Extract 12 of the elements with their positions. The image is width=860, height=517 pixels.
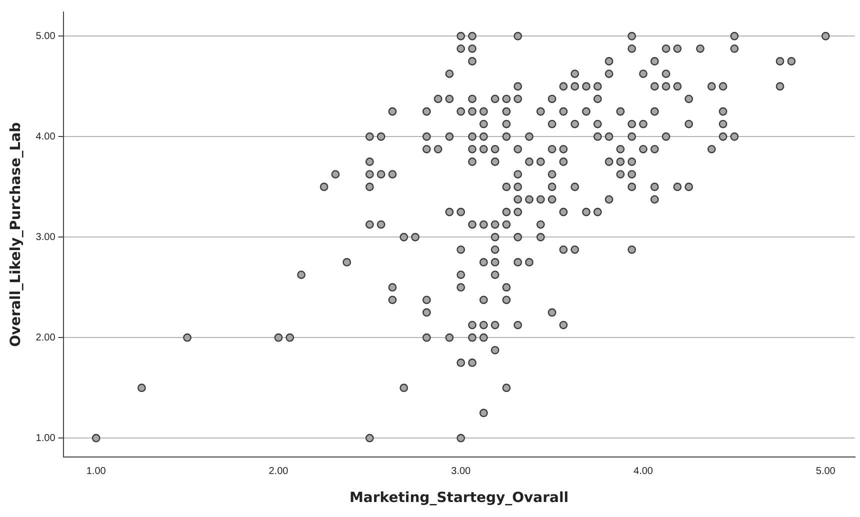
y-axis-title: Overall_Likely_Purchase_Lab xyxy=(8,122,24,347)
y-tick-label: 1.00 xyxy=(36,432,56,444)
x-tick-label: 4.00 xyxy=(634,466,654,477)
y-tick-label: 3.00 xyxy=(36,232,56,243)
y-tick-label: 5.00 xyxy=(36,30,56,42)
x-axis-title: Marketing_Startegy_Ovarall xyxy=(349,490,569,506)
y-tick-label: 2.00 xyxy=(36,332,56,344)
x-tick-label: 1.00 xyxy=(86,466,106,477)
y-tick-label: 4.00 xyxy=(36,131,56,142)
x-tick-label: 5.00 xyxy=(816,466,836,477)
x-tick-label: 3.00 xyxy=(451,466,472,477)
x-tick-label: 2.00 xyxy=(268,466,289,477)
